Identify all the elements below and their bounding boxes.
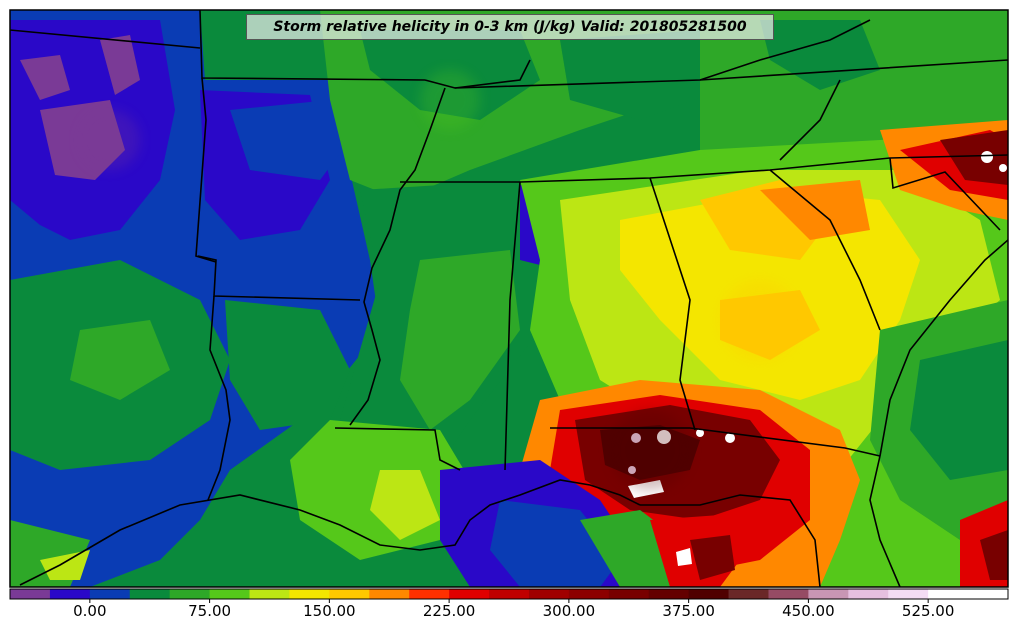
colorbar-swatch [169,589,211,599]
colorbar-swatch [369,589,410,599]
colorbar-swatch [249,589,290,599]
colorbar-tick-labels: 0.00 75.00 150.00 225.00 300.00 375.00 450.00 5… [0,602,1018,624]
colorbar-swatch [209,589,251,599]
colorbar-swatch [648,589,690,599]
colorbar-swatch [329,589,370,599]
colorbar-swatch [848,589,889,599]
colorbar-tick-label: 225.00 [422,602,476,620]
colorbar-swatch [608,589,650,599]
colorbar-swatch [688,589,730,599]
colorbar-swatch [489,589,530,599]
colorbar-tick-label: 525.00 [901,602,955,620]
colorbar-swatch [289,589,330,599]
colorbar-swatch [49,589,91,599]
colorbar-swatch [568,589,610,599]
colorbar-swatch [888,589,929,599]
helicity-shading [10,10,1008,587]
colorbar [9,588,1009,603]
colorbar-swatch [409,589,450,599]
colorbar-swatch [928,589,969,599]
colorbar-swatch [728,589,769,599]
colorbar-tick-label: 150.00 [303,602,356,620]
map-title: Storm relative helicity in 0-3 km (J/kg)… [246,14,774,40]
colorbar-swatch [528,589,570,599]
colorbar-tick-label: 375.00 [662,602,715,620]
colorbar-swatch [968,589,1009,599]
colorbar-tick-label: 450.00 [782,602,835,620]
colorbar-tick-label: 75.00 [188,602,232,620]
colorbar-swatch [808,589,849,599]
colorbar-swatch [10,589,51,599]
colorbar-tick-label: 0.00 [73,602,107,620]
state-boundaries [10,10,1008,587]
colorbar-swatch [768,589,809,599]
colorbar-swatch [449,589,490,599]
colorbar-swatch [129,589,171,599]
colorbar-tick-label: 300.00 [542,602,596,620]
colorbar-swatch [89,589,131,599]
